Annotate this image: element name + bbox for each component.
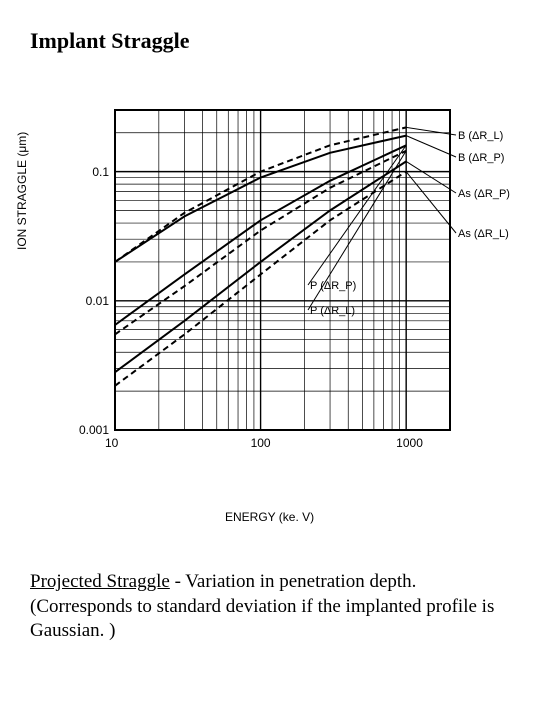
chart-svg	[60, 100, 480, 480]
caption: Projected Straggle - Variation in penetr…	[30, 570, 510, 644]
x-axis-label: ENERGY (ke. V)	[225, 510, 314, 524]
y-tick-label: 0.01	[86, 294, 109, 308]
y-tick-label: 0.001	[79, 423, 109, 437]
curve-label-As_dRp: As (ΔR_P)	[458, 188, 510, 200]
y-axis-label: ION STRAGGLE (μm)	[15, 132, 29, 250]
curve-label-As_dRL: As (ΔR_L)	[458, 228, 509, 240]
x-tick-label: 1000	[396, 436, 423, 450]
x-tick-label: 10	[105, 436, 118, 450]
curve-label-B_dRp: B (ΔR_P)	[458, 152, 504, 164]
curve-label-B_dRL: B (ΔR_L)	[458, 130, 503, 142]
x-tick-label: 100	[251, 436, 271, 450]
curve-label-P_dRp: P (ΔR_P)	[310, 280, 356, 292]
y-tick-label: 0.1	[92, 165, 109, 179]
page-title: Implant Straggle	[30, 28, 190, 54]
caption-lead: Projected Straggle	[30, 571, 170, 592]
straggle-chart: 1010010000.0010.010.1B (ΔR_L)B (ΔR_P)As …	[60, 100, 480, 480]
curve-label-P_dRL: P (ΔR_L)	[310, 305, 355, 317]
